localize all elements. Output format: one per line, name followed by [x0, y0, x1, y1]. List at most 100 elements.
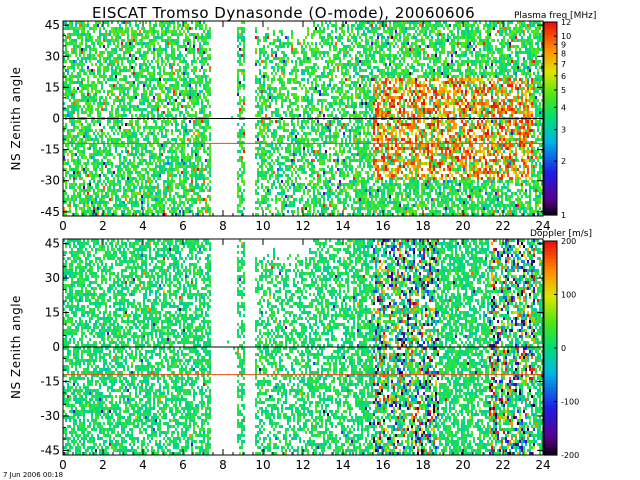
- heatmap-cell: [257, 123, 259, 126]
- heatmap-cell: [323, 207, 325, 210]
- heatmap-cell: [295, 102, 297, 105]
- heatmap-cell: [307, 141, 309, 144]
- heatmap-cell: [97, 108, 99, 111]
- heatmap-cell: [319, 150, 321, 153]
- heatmap-cell: [311, 198, 313, 201]
- heatmap-cell: [351, 129, 353, 132]
- heatmap-cell: [327, 27, 329, 30]
- heatmap-cell: [197, 123, 199, 126]
- heatmap-cell: [301, 45, 303, 48]
- heatmap-cell: [335, 150, 337, 153]
- heatmap-cell: [145, 21, 147, 24]
- heatmap-cell: [313, 90, 315, 93]
- heatmap-cell: [343, 51, 345, 54]
- heatmap-cell: [75, 135, 77, 138]
- heatmap-cell: [105, 21, 107, 24]
- heatmap-cell: [147, 201, 149, 204]
- heatmap-cell: [361, 45, 363, 48]
- heatmap-cell: [161, 21, 163, 24]
- heatmap-cell: [209, 90, 211, 93]
- heatmap-cell: [341, 69, 343, 72]
- heatmap-cell: [187, 39, 189, 42]
- heatmap-cell: [289, 186, 291, 189]
- heatmap-cell: [351, 93, 353, 96]
- heatmap-cell: [173, 198, 175, 201]
- heatmap-cell: [139, 132, 141, 135]
- heatmap-cell: [115, 201, 117, 204]
- heatmap-cell: [73, 171, 75, 174]
- heatmap-cell: [125, 195, 127, 198]
- heatmap-cell: [99, 66, 101, 69]
- heatmap-cell: [81, 123, 83, 126]
- heatmap-cell: [163, 207, 165, 210]
- heatmap-cell: [241, 27, 243, 30]
- heatmap-cell: [311, 102, 313, 105]
- heatmap-cell: [329, 141, 331, 144]
- heatmap-cell: [243, 27, 245, 30]
- heatmap-cell: [313, 141, 315, 144]
- heatmap-cell: [85, 171, 87, 174]
- heatmap-cell: [263, 129, 265, 132]
- heatmap-cell: [139, 213, 141, 216]
- heatmap-cell: [103, 21, 105, 24]
- heatmap-cell: [77, 78, 79, 81]
- heatmap-cell: [107, 141, 109, 144]
- heatmap-cell: [99, 189, 101, 192]
- heatmap-cell: [125, 168, 127, 171]
- heatmap-cell: [311, 111, 313, 114]
- heatmap-cell: [97, 201, 99, 204]
- heatmap-cell: [127, 135, 129, 138]
- heatmap-cell: [323, 126, 325, 129]
- heatmap-cell: [161, 63, 163, 66]
- heatmap-cell: [323, 141, 325, 144]
- heatmap-cell: [241, 36, 243, 39]
- heatmap-cell: [269, 129, 271, 132]
- heatmap-cell: [323, 114, 325, 117]
- heatmap-cell: [255, 114, 257, 117]
- heatmap-cell: [193, 126, 195, 129]
- heatmap-cell: [143, 195, 145, 198]
- heatmap-cell: [261, 123, 263, 126]
- heatmap-cell: [65, 51, 67, 54]
- heatmap-cell: [115, 66, 117, 69]
- heatmap-cell: [243, 189, 245, 192]
- heatmap-cell: [267, 168, 269, 171]
- heatmap-cell: [267, 33, 269, 36]
- heatmap-cell: [303, 138, 305, 141]
- heatmap-cell: [71, 21, 73, 24]
- heatmap-cell: [87, 24, 89, 27]
- heatmap-cell: [173, 93, 175, 96]
- heatmap-cell: [65, 126, 67, 129]
- heatmap-cell: [179, 75, 181, 78]
- heatmap-cell: [349, 165, 351, 168]
- heatmap-cell: [131, 165, 133, 168]
- heatmap-cell: [281, 30, 283, 33]
- heatmap-cell: [341, 48, 343, 51]
- heatmap-cell: [93, 198, 95, 201]
- heatmap-cell: [203, 132, 205, 135]
- heatmap-cell: [151, 108, 153, 111]
- heatmap-cell: [145, 159, 147, 162]
- heatmap-cell: [93, 24, 95, 27]
- heatmap-cell: [351, 204, 353, 207]
- heatmap-cell: [263, 60, 265, 63]
- heatmap-cell: [353, 201, 355, 204]
- heatmap-cell: [159, 96, 161, 99]
- heatmap-cell: [319, 42, 321, 45]
- heatmap-cell: [353, 24, 355, 27]
- heatmap-cell: [75, 204, 77, 207]
- heatmap-cell: [83, 132, 85, 135]
- heatmap-cell: [169, 75, 171, 78]
- heatmap-cell: [89, 45, 91, 48]
- heatmap-cell: [315, 90, 317, 93]
- heatmap-cell: [81, 57, 83, 60]
- heatmap-cell: [99, 99, 101, 102]
- heatmap-cell: [171, 21, 173, 24]
- heatmap-cell: [267, 156, 269, 159]
- heatmap-cell: [193, 42, 195, 45]
- heatmap-cell: [237, 159, 239, 162]
- heatmap-cell: [159, 51, 161, 54]
- heatmap-cell: [325, 204, 327, 207]
- heatmap-cell: [241, 162, 243, 165]
- heatmap-cell: [103, 51, 105, 54]
